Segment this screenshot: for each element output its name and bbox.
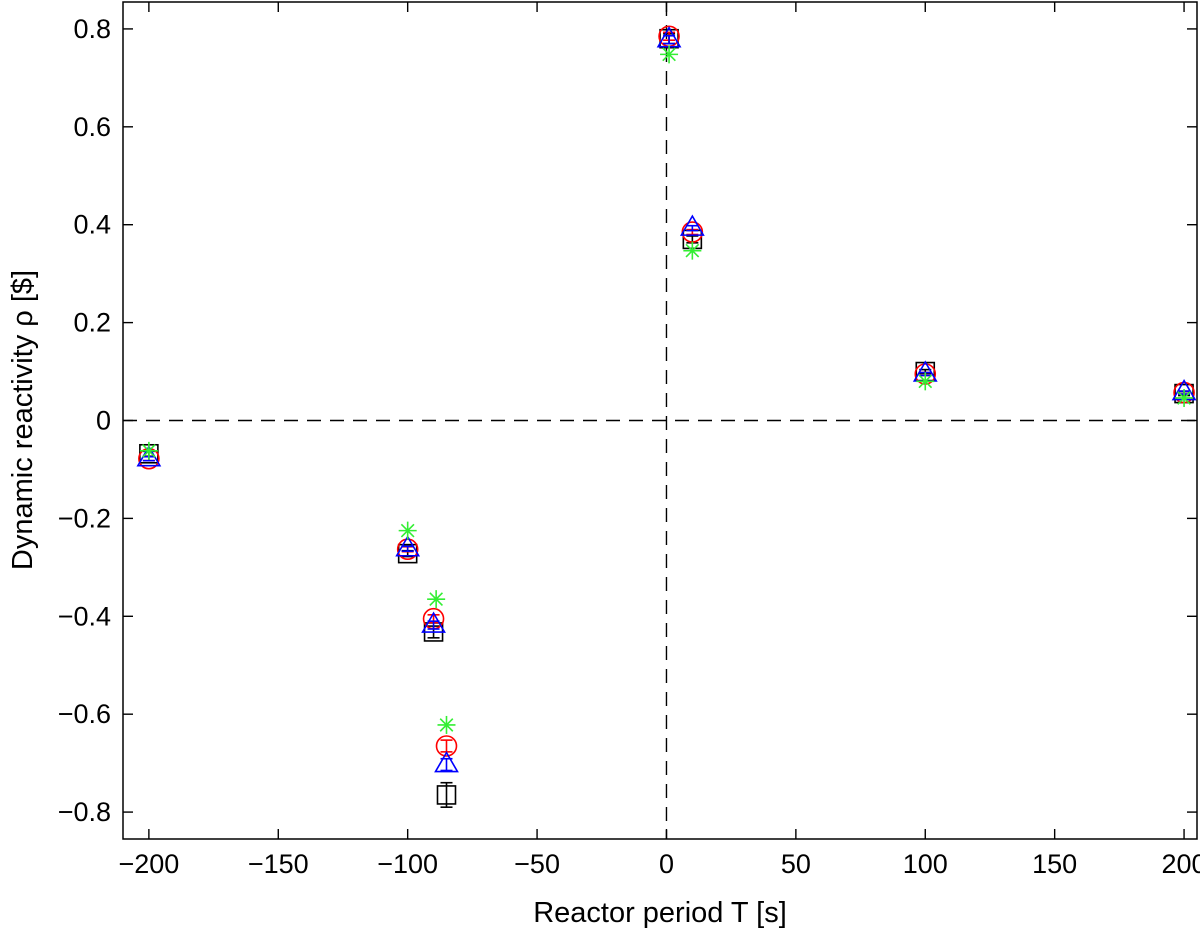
series-asterisk (139, 45, 1194, 734)
asterisk-point (437, 715, 456, 734)
asterisk-point (683, 241, 702, 260)
asterisk-point (660, 45, 679, 64)
x-tick-label: 150 (1032, 849, 1077, 879)
asterisk-point (398, 521, 417, 540)
x-tick-label: −200 (118, 849, 179, 879)
asterisk-point (916, 372, 935, 391)
error-bar (401, 545, 414, 552)
x-tick-label: −150 (248, 849, 309, 879)
x-tick-label: −100 (377, 849, 438, 879)
data-points (136, 25, 1197, 808)
y-tick-label: −0.8 (58, 797, 111, 827)
axis-ticks: −200 −150 −100 −50 0 50 100 150 200 0.8 0.6 0.4 0.2 0… (58, 2, 1200, 879)
circle-point (435, 735, 458, 757)
y-tick-label: −0.6 (58, 699, 111, 729)
y-tick-label: 0.2 (73, 308, 111, 338)
x-tick-label: −50 (514, 849, 560, 879)
reference-lines (123, 2, 1197, 839)
x-tick-label: 50 (781, 849, 811, 879)
x-tick-label: 0 (659, 849, 674, 879)
triangle-point (434, 751, 459, 773)
x-tick-label: 200 (1162, 849, 1200, 879)
y-axis-label: Dynamic reactivity ρ [$] (7, 270, 39, 570)
asterisk-point (1175, 388, 1194, 407)
y-tick-label: −0.4 (58, 601, 111, 631)
error-bar (440, 739, 453, 753)
y-tick-label: 0.6 (73, 112, 111, 142)
asterisk-point (427, 590, 446, 609)
y-tick-label: 0 (96, 406, 111, 436)
error-bar (440, 781, 453, 808)
triangle-point (421, 611, 446, 633)
y-tick-label: 0.8 (73, 14, 111, 44)
y-tick-label: −0.2 (58, 503, 111, 533)
x-tick-label: 100 (903, 849, 948, 879)
triangle-point (395, 535, 421, 557)
square-point (436, 785, 457, 805)
error-bar (686, 224, 699, 232)
asterisk-point (139, 441, 158, 460)
x-axis-label: Reactor period T [s] (533, 897, 787, 929)
y-tick-label: 0.4 (73, 210, 111, 240)
triangle-point (679, 214, 705, 236)
